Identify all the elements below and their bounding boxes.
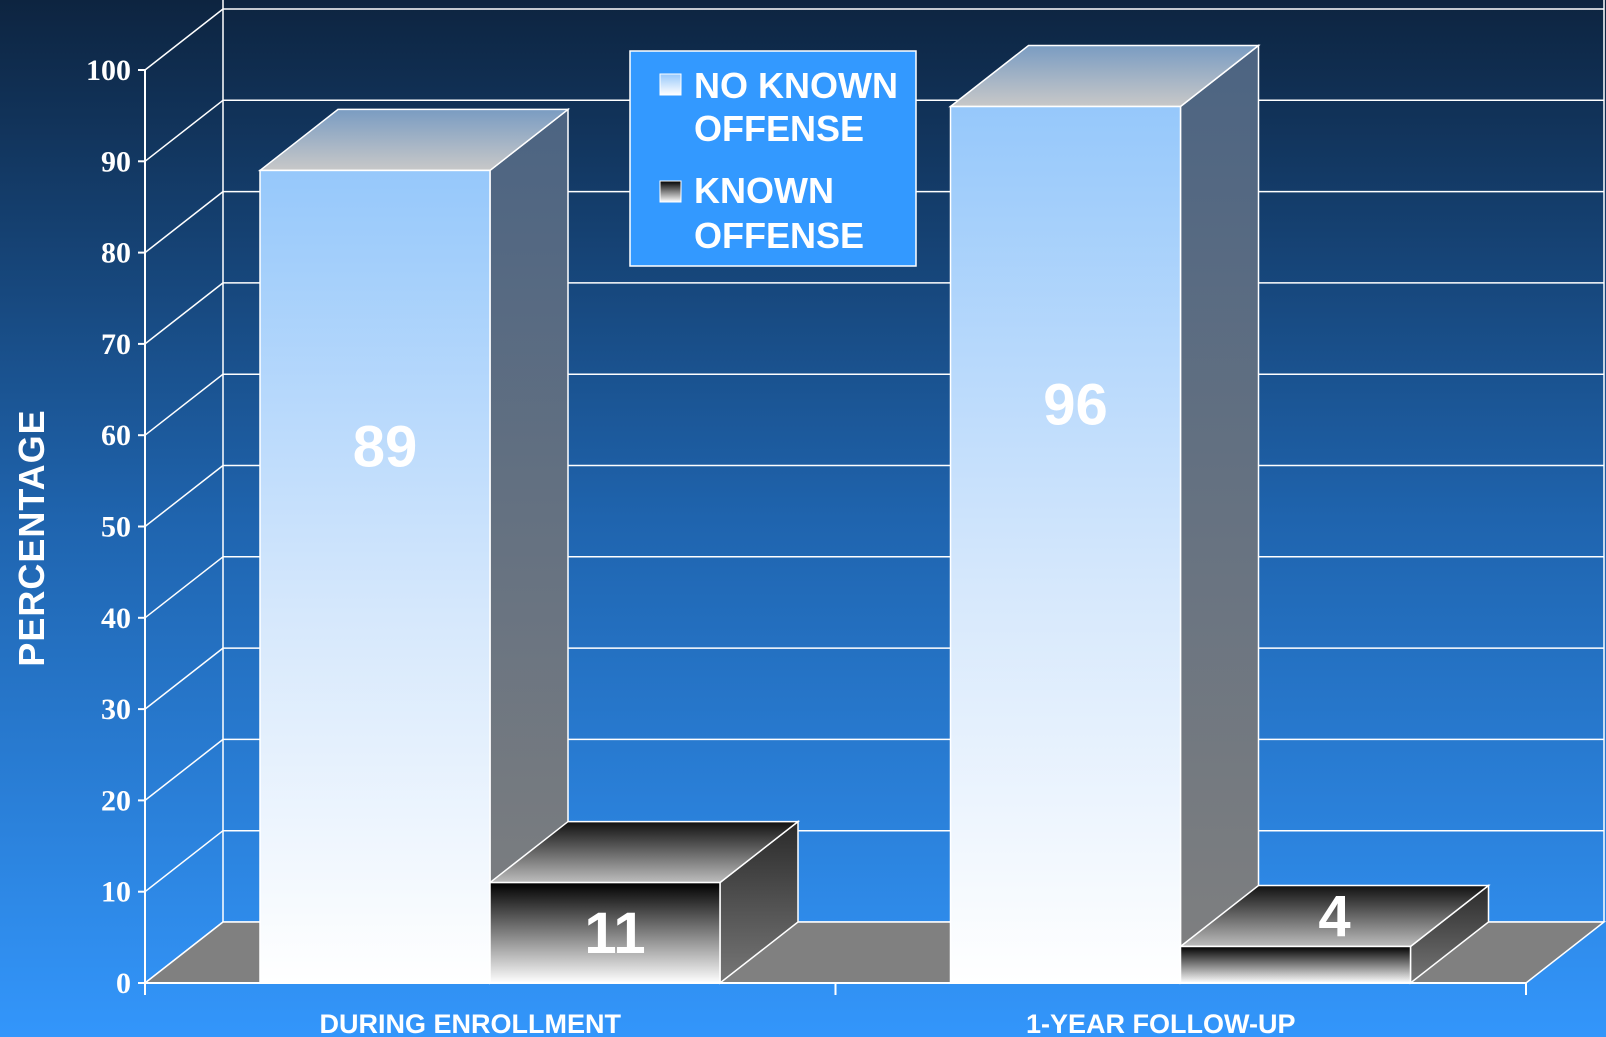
gridline-side [144,556,224,619]
y-tick-label: 60 [101,419,131,452]
y-tick-label: 50 [101,511,131,544]
gridline-side [144,191,224,254]
y-tick-label: 20 [101,784,131,817]
data-labels: 89 11 96 4 [353,373,1351,966]
gridline-side [144,373,224,436]
bar-front [1179,945,1412,984]
y-tick-label: 30 [101,693,131,726]
data-label-known-offense-1-year-follow-up: 4 [1318,884,1350,949]
legend-label-no-known-offense-line2: OFFENSE [694,108,864,149]
gridline-side [144,282,224,345]
y-tick-label: 0 [116,967,131,1000]
legend: NO KNOWN OFFENSE KNOWN OFFENSE [629,50,917,267]
bar-front [259,169,491,984]
y-tick-label: 10 [101,876,131,909]
data-label-no-known-offense-during-enrollment: 89 [353,415,418,480]
y-tick-label: 40 [101,602,131,635]
data-label-known-offense-during-enrollment: 11 [584,901,645,966]
x-tick-label-during-enrollment: DURING ENROLLMENT [320,1009,622,1037]
bar-no-known-offense-during-enrollment [257,107,571,985]
bar-known-offense-during-enrollment [487,820,801,985]
gridline-side [144,464,224,528]
bar-front [949,105,1182,984]
data-label-no-known-offense-1-year-follow-up: 96 [1043,373,1108,438]
x-axis: DURING ENROLLMENT 1-YEAR FOLLOW-UP [144,982,1527,1037]
bar-side [1179,43,1260,985]
gridline-side [144,647,224,710]
x-tick-label-1-year-follow-up: 1-YEAR FOLLOW-UP [1026,1009,1295,1037]
gridline-side [144,99,224,162]
legend-label-no-known-offense-line1: NO KNOWN [694,65,898,106]
y-tick-label: 90 [101,145,131,178]
legend-label-known-offense-line2: OFFENSE [694,215,864,256]
y-tick-label: 80 [101,237,131,270]
legend-swatch-no-known-offense [659,73,682,96]
y-tick-label: 100 [86,54,131,87]
gridline-side [144,8,224,71]
y-axis: 0 10 20 30 40 50 60 70 80 90 100 [86,54,146,1000]
y-tick-label: 70 [101,328,131,361]
bar-known-offense-1-year-follow-up [1178,883,1491,985]
gridline-side [144,738,224,801]
legend-label-known-offense-line1: KNOWN [694,170,834,211]
bars [257,43,1491,985]
y-axis-title: PERCENTAGE [11,409,52,666]
legend-swatch-known-offense [659,180,682,203]
gridline-side [144,830,224,893]
bar-no-known-offense-1-year-follow-up [948,43,1261,985]
